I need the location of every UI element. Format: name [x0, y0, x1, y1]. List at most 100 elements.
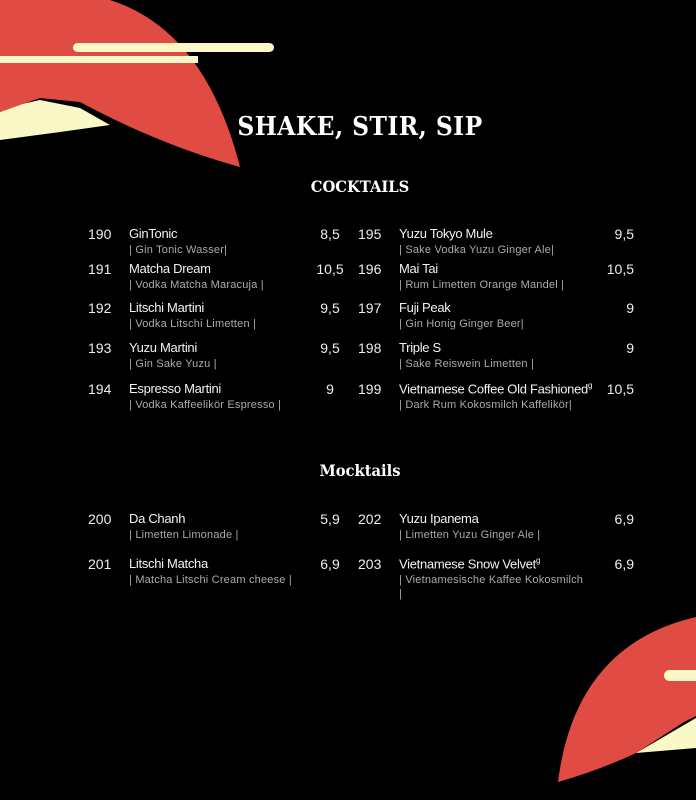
item-ingredients: | Limetten Yuzu Ginger Ale | — [399, 529, 541, 541]
item-price: 9 — [626, 300, 634, 316]
item-price: 9 — [326, 381, 334, 397]
menu-item: 190 GinTonic | Gin Tonic Wasser| 8,5 — [88, 226, 348, 266]
item-name-text: Vietnamese Snow Velvet — [399, 556, 536, 572]
item-name: Litschi Matcha — [129, 556, 208, 571]
item-price: 6,9 — [320, 556, 340, 572]
item-name: Espresso Martini — [129, 381, 221, 396]
red-sun-shape — [0, 0, 240, 167]
stripe — [73, 43, 274, 52]
item-name: Yuzu Tokyo Mule — [399, 226, 493, 241]
page-title: SHAKE, STIR, SIP — [237, 112, 483, 142]
item-ingredients: | Sake Reiswein Limetten | — [399, 358, 535, 370]
menu-item: 192 Litschi Martini | Vodka Litschi Lime… — [88, 300, 348, 340]
item-price: 8,5 — [320, 226, 340, 242]
item-number: 199 — [358, 381, 382, 397]
menu-item: 198 Triple S | Sake Reiswein Limetten | … — [358, 340, 648, 380]
item-number: 194 — [88, 381, 112, 397]
mountain-shape — [636, 718, 696, 753]
item-number: 202 — [358, 511, 382, 527]
item-name-text: Yuzu Ipanema — [399, 511, 479, 526]
item-name-text: Triple S — [399, 340, 441, 355]
item-name: Litschi Martini — [129, 300, 204, 315]
item-ingredients: | Vodka Kaffeelikör Espresso | — [129, 399, 282, 411]
red-sun-shape — [558, 617, 696, 782]
item-name: Vietnamese Snow Velvetg — [399, 556, 540, 571]
item-name: Triple S — [399, 340, 441, 355]
item-number: 196 — [358, 261, 382, 277]
item-price: 6,9 — [614, 511, 634, 527]
item-name: Yuzu Ipanema — [399, 511, 479, 526]
item-name-text: Yuzu Tokyo Mule — [399, 226, 493, 241]
item-ingredients: | Vodka Matcha Maracuja | — [129, 279, 264, 291]
item-number: 197 — [358, 300, 382, 316]
item-name: Mai Tai — [399, 261, 438, 276]
item-price: 10,5 — [316, 261, 344, 277]
item-ingredients: | Matcha Litschi Cream cheese | — [129, 574, 292, 586]
item-price: 10,5 — [606, 381, 634, 397]
item-ingredients: | Limetten Limonade | — [129, 529, 239, 541]
menu-item: 193 Yuzu Martini | Gin Sake Yuzu | 9,5 — [88, 340, 348, 380]
menu-item: 194 Espresso Martini | Vodka Kaffeelikör… — [88, 381, 348, 421]
item-name-text: Litschi Matcha — [129, 556, 208, 571]
item-price: 10,5 — [606, 261, 634, 277]
item-name-text: Espresso Martini — [129, 381, 222, 396]
item-number: 201 — [88, 556, 112, 572]
item-ingredients: | Dark Rum Kokosmilch Kaffelikör| — [399, 399, 572, 411]
item-name-text: Matcha Dream — [129, 261, 211, 276]
gluten-note: g — [535, 556, 541, 565]
mocktails-heading: Mocktails — [319, 461, 401, 480]
item-name: Fuji Peak — [399, 300, 451, 315]
item-number: 193 — [88, 340, 112, 356]
item-number: 195 — [358, 226, 382, 242]
item-number: 200 — [88, 511, 112, 527]
item-name-text: Vietnamese Coffee Old Fashioned — [399, 381, 588, 397]
item-name-text: Da Chanh — [129, 511, 186, 526]
item-ingredients: | Gin Tonic Wasser| — [129, 244, 228, 256]
item-price: 9 — [626, 340, 634, 356]
menu-item: 203 Vietnamese Snow Velvetg | Vietnamesi… — [358, 556, 648, 600]
stripe — [0, 56, 198, 63]
item-name: Matcha Dream — [129, 261, 211, 276]
menu-item: 200 Da Chanh | Limetten Limonade | 5,9 — [88, 511, 348, 551]
item-ingredients: | Sake Vodka Yuzu Ginger Ale| — [399, 244, 555, 256]
top-left-sun-decoration — [0, 0, 274, 167]
item-ingredients: | Gin Sake Yuzu | — [129, 358, 217, 370]
item-number: 190 — [88, 226, 112, 242]
item-name-text: GinTonic — [129, 226, 178, 241]
item-price: 9,5 — [614, 226, 634, 242]
item-name: Da Chanh — [129, 511, 185, 526]
gluten-note: g — [587, 381, 593, 390]
item-name: Vietnamese Coffee Old Fashionedg — [399, 381, 592, 396]
mountain-shape — [0, 100, 110, 140]
item-name-text: Yuzu Martini — [129, 340, 197, 355]
item-number: 191 — [88, 261, 112, 277]
cocktails-heading: COCKTAILS — [310, 177, 410, 196]
item-ingredients: | Vietnamesische Kaffee Kokosmilch | — [399, 574, 584, 600]
item-price: 5,9 — [320, 511, 340, 527]
stripe — [664, 670, 696, 681]
item-price: 9,5 — [320, 340, 340, 356]
menu-item: 199 Vietnamese Coffee Old Fashionedg | D… — [358, 381, 648, 421]
item-name: Yuzu Martini — [129, 340, 197, 355]
item-ingredients: | Gin Honig Ginger Beer| — [399, 318, 524, 330]
item-price: 9,5 — [320, 300, 340, 316]
menu-item: 191 Matcha Dream | Vodka Matcha Maracuja… — [88, 261, 348, 301]
item-name: GinTonic — [129, 226, 177, 241]
menu-item: 201 Litschi Matcha | Matcha Litschi Crea… — [88, 556, 348, 596]
item-number: 198 — [358, 340, 382, 356]
item-number: 203 — [358, 556, 382, 572]
menu-item: 202 Yuzu Ipanema | Limetten Yuzu Ginger … — [358, 511, 648, 551]
item-name-text: Litschi Martini — [129, 300, 204, 315]
item-name-text: Fuji Peak — [399, 300, 451, 315]
item-ingredients: | Rum Limetten Orange Mandel | — [399, 279, 565, 291]
item-price: 6,9 — [614, 556, 634, 572]
item-name-text: Mai Tai — [399, 261, 438, 276]
menu-item: 197 Fuji Peak | Gin Honig Ginger Beer| 9 — [358, 300, 648, 340]
menu-item: 196 Mai Tai | Rum Limetten Orange Mandel… — [358, 261, 648, 301]
item-number: 192 — [88, 300, 112, 316]
item-ingredients: | Vodka Litschi Limetten | — [129, 318, 257, 330]
bottom-right-sun-decoration — [558, 617, 696, 782]
menu-item: 195 Yuzu Tokyo Mule | Sake Vodka Yuzu Gi… — [358, 226, 648, 266]
